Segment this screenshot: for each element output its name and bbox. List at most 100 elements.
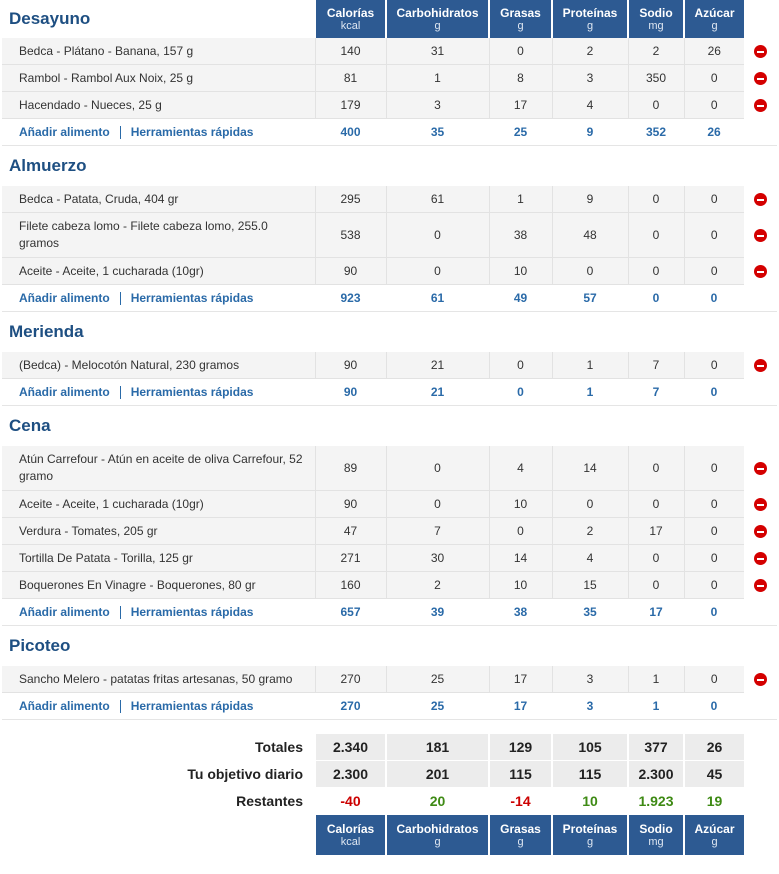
- add-food-link[interactable]: Añadir alimento: [19, 124, 110, 139]
- meal-title: Picoteo: [9, 636, 71, 655]
- meal-actions: Añadir alimento Herramientas rápidas: [2, 692, 315, 720]
- food-entry-value: 17: [627, 517, 684, 545]
- meal-header-row: Almuerzo: [2, 146, 777, 187]
- add-food-link[interactable]: Añadir alimento: [19, 384, 110, 399]
- food-entry-value: 14: [551, 446, 628, 491]
- remove-icon[interactable]: [754, 462, 767, 476]
- delete-entry-button[interactable]: [744, 352, 777, 379]
- remove-icon[interactable]: [754, 229, 767, 243]
- meal-totals-row: Añadir alimento Herramientas rápidas 270 25…: [2, 692, 777, 720]
- delete-entry-button[interactable]: [744, 38, 777, 65]
- spacer: [744, 761, 777, 788]
- food-entry-name[interactable]: Rambol - Rambol Aux Noix, 25 g: [2, 64, 315, 92]
- meal-header-row: Merienda: [2, 312, 777, 353]
- quick-tools-link[interactable]: Herramientas rápidas: [130, 124, 254, 139]
- add-food-link[interactable]: Añadir alimento: [19, 290, 110, 305]
- spacer: [744, 788, 777, 815]
- quick-tools-link[interactable]: Herramientas rápidas: [130, 290, 254, 305]
- add-food-link[interactable]: Añadir alimento: [19, 698, 110, 713]
- food-entry-name[interactable]: Tortilla De Patata - Torilla, 125 gr: [2, 544, 315, 572]
- food-entry-name[interactable]: Hacendado - Nueces, 25 g: [2, 91, 315, 119]
- food-entry-value: 89: [314, 446, 386, 491]
- quick-tools-link[interactable]: Herramientas rápidas: [130, 604, 254, 619]
- food-entry-value: 3: [385, 91, 489, 119]
- food-entry-row: Filete cabeza lomo - Filete cabeza lomo,…: [2, 212, 777, 258]
- food-entry-name[interactable]: Aceite - Aceite, 1 cucharada (10gr): [2, 490, 315, 518]
- top-header-col-4: Sodio mg: [627, 0, 684, 38]
- spacer: [744, 118, 777, 146]
- food-entry-name[interactable]: (Bedca) - Melocotón Natural, 230 gramos: [2, 352, 315, 379]
- quick-tools-link[interactable]: Herramientas rápidas: [130, 384, 254, 399]
- spacer: [2, 720, 777, 735]
- delete-entry-button[interactable]: [744, 186, 777, 213]
- remove-icon[interactable]: [754, 498, 767, 512]
- meal-title: Almuerzo: [9, 156, 87, 175]
- summary-label: Totales: [255, 739, 303, 756]
- delete-entry-button[interactable]: [744, 64, 777, 92]
- delete-entry-button[interactable]: [744, 666, 777, 693]
- food-entry-value: 0: [627, 446, 684, 491]
- column-unit: g: [586, 20, 594, 32]
- summary-value: 181: [385, 734, 489, 761]
- delete-entry-button[interactable]: [744, 446, 777, 491]
- food-entry-name[interactable]: Aceite - Aceite, 1 cucharada (10gr): [2, 257, 315, 285]
- meal-total-value: 57: [552, 284, 628, 312]
- column-unit: g: [434, 836, 441, 848]
- delete-entry-button[interactable]: [744, 517, 777, 545]
- column-name: Sodio: [639, 822, 673, 836]
- food-entry-value: 271: [314, 544, 386, 572]
- remove-icon[interactable]: [754, 193, 767, 207]
- food-entry-row: Aceite - Aceite, 1 cucharada (10gr) 90 0 10…: [2, 490, 777, 518]
- food-entry-name[interactable]: Boquerones En Vinagre - Boquerones, 80 g…: [2, 571, 315, 599]
- delete-entry-button[interactable]: [744, 212, 777, 258]
- food-entry-value: 81: [314, 64, 386, 92]
- delete-entry-button[interactable]: [744, 490, 777, 518]
- spacer: [386, 406, 489, 447]
- daily-goal-row: Tu objetivo diario 2.300 201 115 115 2.300 45: [2, 760, 777, 788]
- spacer: [684, 146, 744, 187]
- column-unit: kcal: [340, 836, 361, 848]
- meal-total-value: 21: [386, 378, 489, 406]
- remove-icon[interactable]: [754, 45, 767, 59]
- add-food-link[interactable]: Añadir alimento: [19, 604, 110, 619]
- meal-total-value: 0: [684, 284, 744, 312]
- remove-icon[interactable]: [754, 265, 767, 279]
- remove-icon[interactable]: [754, 359, 767, 373]
- meal-total-value: 17: [628, 598, 684, 626]
- food-entry-row: Hacendado - Nueces, 25 g 179 3 17 4 0 0: [2, 91, 777, 119]
- top-header-col-5: Azúcar g: [683, 0, 744, 38]
- food-entry-name[interactable]: Filete cabeza lomo - Filete cabeza lomo,…: [2, 212, 315, 258]
- food-entry-name[interactable]: Sancho Melero - patatas fritas artesanas…: [2, 666, 315, 693]
- top-header-col-3: Proteínas g: [551, 0, 628, 38]
- remove-icon[interactable]: [754, 99, 767, 113]
- meal-total-value: 0: [684, 692, 744, 720]
- food-entry-value: 31: [385, 38, 489, 65]
- quick-tools-link[interactable]: Herramientas rápidas: [130, 698, 254, 713]
- delete-entry-button[interactable]: [744, 91, 777, 119]
- spacer: [315, 312, 386, 353]
- remove-icon[interactable]: [754, 673, 767, 687]
- meal-total-value: 1: [628, 692, 684, 720]
- food-entry-value: 3: [551, 666, 628, 693]
- meal-total-value: 35: [386, 118, 489, 146]
- food-entry-name[interactable]: Bedca - Plátano - Banana, 157 g: [2, 38, 315, 65]
- delete-entry-button[interactable]: [744, 544, 777, 572]
- bottom-header-col-3: Proteínas g: [551, 814, 628, 855]
- food-entry-value: 30: [385, 544, 489, 572]
- column-name: Proteínas: [562, 6, 618, 20]
- remove-icon[interactable]: [754, 525, 767, 539]
- spacer: [744, 406, 777, 447]
- delete-entry-button[interactable]: [744, 571, 777, 599]
- food-entry-name[interactable]: Bedca - Patata, Cruda, 404 gr: [2, 186, 315, 213]
- delete-entry-button[interactable]: [744, 257, 777, 285]
- food-entry-name[interactable]: Verdura - Tomates, 205 gr: [2, 517, 315, 545]
- food-entry-name[interactable]: Atún Carrefour - Atún en aceite de oliva…: [2, 446, 315, 491]
- remove-icon[interactable]: [754, 579, 767, 593]
- food-entry-value: 47: [314, 517, 386, 545]
- spacer: [744, 0, 777, 38]
- remove-icon[interactable]: [754, 552, 767, 566]
- remove-icon[interactable]: [754, 72, 767, 86]
- spacer: [315, 146, 386, 187]
- food-entry-value: 15: [551, 571, 628, 599]
- meal-header-row: Cena: [2, 406, 777, 447]
